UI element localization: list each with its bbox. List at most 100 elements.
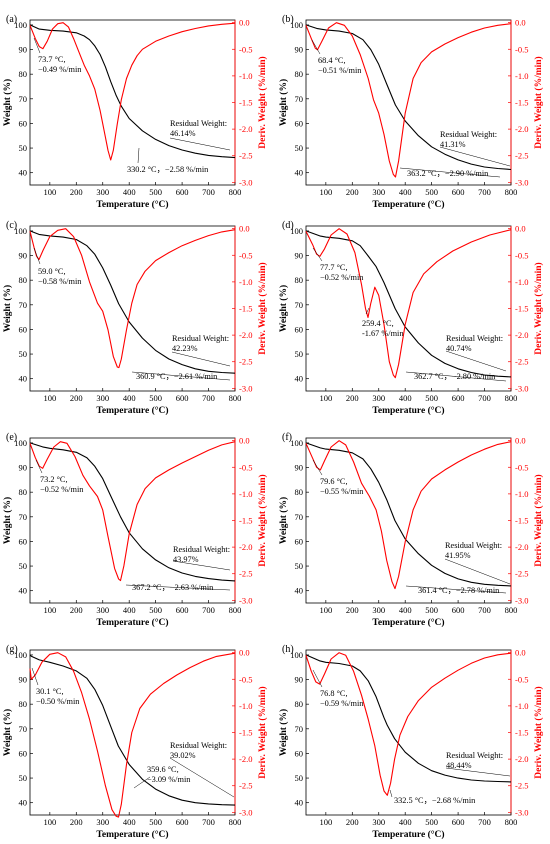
x-tick-label: 100 <box>319 393 332 403</box>
x-axis-title: Temperature (°C) <box>96 199 168 210</box>
x-tick-label: 500 <box>425 817 438 827</box>
x-tick-label: 800 <box>229 605 242 615</box>
y-left-tick-label: 60 <box>19 324 28 334</box>
tg-weight-line <box>305 654 512 783</box>
y-left-tick-label: 40 <box>19 168 28 178</box>
y-left-tick-label: 40 <box>295 586 304 596</box>
y-left-tick-label: 80 <box>295 487 304 497</box>
tg-weight-line <box>305 24 512 171</box>
annotation-leader <box>33 37 41 54</box>
x-tick-label: 500 <box>425 187 438 197</box>
y-left-tick-label: 100 <box>290 438 303 448</box>
annotation-leader <box>171 351 231 367</box>
x-axis-title: Temperature (°C) <box>372 617 444 628</box>
y-left-tick-label: 90 <box>295 45 304 55</box>
x-tick-label: 500 <box>149 605 162 615</box>
chart-panel-b: (b)100 200 300 400 500 600 700 8004050607080901… <box>278 14 544 210</box>
x-tick-label: 100 <box>319 605 332 615</box>
annotation-text: Residual Weight: <box>170 119 227 128</box>
annotation-text: Residual Weight: <box>446 751 503 760</box>
annotation-text: Residual Weight: <box>446 334 503 343</box>
y-right-tick-label: -1.5 <box>515 728 528 738</box>
dtg-derivative-line <box>29 652 236 818</box>
dtg-derivative-line <box>305 228 512 379</box>
y-left-tick-label: 90 <box>295 463 304 473</box>
chart-panel-c: (c)100 200 300 400 500 600 700 8004050607080901… <box>2 220 268 416</box>
x-axis-title: Temperature (°C) <box>372 199 444 210</box>
x-tick-label: 400 <box>399 393 412 403</box>
dtg-derivative-line <box>305 22 512 178</box>
y-left-axis-title: Weight (%) <box>278 285 289 332</box>
y-left-tick-label: 40 <box>295 168 304 178</box>
x-tick-label: 700 <box>478 817 491 827</box>
annotation-text: 73.7 °C, <box>38 55 66 64</box>
panel-label: (a) <box>6 14 17 25</box>
y-right-tick-label: -0.5 <box>515 250 528 260</box>
y-left-tick-label: 80 <box>19 699 28 709</box>
x-tick-label: 100 <box>319 817 332 827</box>
annotation-leader <box>399 167 501 178</box>
annotation-text: 79.6 °C, <box>320 477 348 486</box>
chart-panel-h: (h)100 200 300 400 500 600 700 8004050607080901… <box>278 644 544 840</box>
plot-frame <box>305 225 512 392</box>
y-left-tick-label: 70 <box>295 300 304 310</box>
plot-frame <box>305 19 512 186</box>
y-left-tick-label: 60 <box>19 748 28 758</box>
annotation-text: 42.23% <box>172 344 198 353</box>
y-right-tick-label: -1.0 <box>515 489 528 499</box>
annotation-leader <box>444 558 511 585</box>
x-tick-label: 700 <box>202 187 215 197</box>
x-tick-label: 600 <box>176 605 189 615</box>
y-right-tick-label: -1.0 <box>515 71 528 81</box>
annotation-leader <box>405 371 507 382</box>
y-left-tick-label: 50 <box>295 143 304 153</box>
annotation-text: −0.52 %/min <box>40 485 84 494</box>
y-right-tick-label: -1.5 <box>515 98 528 108</box>
x-tick-label: 100 <box>43 605 56 615</box>
y-left-tick-label: 50 <box>295 349 304 359</box>
x-tick-label: 300 <box>96 393 109 403</box>
annotation-text: Residual Weight: <box>173 545 230 554</box>
x-tick-label: 700 <box>202 605 215 615</box>
y-left-tick-label: 50 <box>19 349 28 359</box>
x-tick-label: 200 <box>346 187 359 197</box>
x-tick-label: 300 <box>96 817 109 827</box>
annotation-leader <box>312 669 323 688</box>
y-right-tick-label: -2.5 <box>239 357 252 367</box>
x-tick-label: 700 <box>478 393 491 403</box>
x-tick-label: 300 <box>372 817 385 827</box>
panel-label: (e) <box>6 432 17 443</box>
y-right-tick-label: -3.0 <box>239 383 252 393</box>
y-right-tick-label: -2.5 <box>515 781 528 791</box>
annotation-text: −0.55 %/min <box>320 487 364 496</box>
y-left-tick-label: 80 <box>295 699 304 709</box>
x-tick-label: 200 <box>70 187 83 197</box>
x-tick-label: 300 <box>372 393 385 403</box>
annotation-leader <box>33 247 41 265</box>
x-tick-label: 600 <box>452 605 465 615</box>
annotation-leader <box>311 39 321 55</box>
y-right-tick-label: 0.0 <box>515 224 526 234</box>
x-tick-label: 500 <box>149 393 162 403</box>
y-right-tick-label: -2.0 <box>515 124 528 134</box>
annotation-text: 43.97% <box>173 555 199 564</box>
annotation-text: 332.5 °C，−2.68 %/min <box>394 796 476 805</box>
annotation-leader <box>35 459 43 474</box>
y-right-tick-label: -2.0 <box>239 754 252 764</box>
x-tick-label: 800 <box>505 393 518 403</box>
annotation-text: −3.09 %/min <box>147 775 191 784</box>
y-right-tick-label: -2.0 <box>515 754 528 764</box>
y-right-tick-label: -1.0 <box>515 701 528 711</box>
x-tick-label: 300 <box>372 605 385 615</box>
x-tick-label: 300 <box>96 187 109 197</box>
x-tick-label: 400 <box>123 393 136 403</box>
y-left-tick-label: 90 <box>19 251 28 261</box>
y-right-tick-label: -1.5 <box>515 304 528 314</box>
y-right-tick-label: -0.5 <box>515 462 528 472</box>
panel-label: (f) <box>282 432 292 443</box>
dtg-derivative-line <box>29 22 236 161</box>
annotation-text: 73.2 °C, <box>40 475 68 484</box>
y-right-tick-label: 0.0 <box>515 648 526 658</box>
y-left-tick-label: 40 <box>19 798 28 808</box>
annotation-text: −0.51 %/min <box>318 66 362 75</box>
